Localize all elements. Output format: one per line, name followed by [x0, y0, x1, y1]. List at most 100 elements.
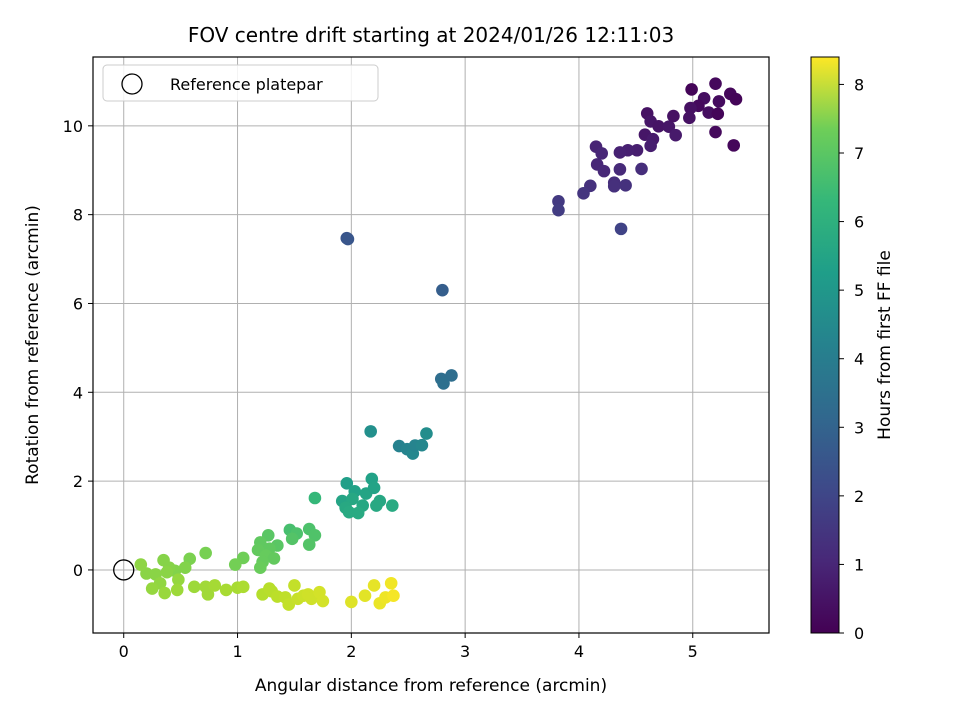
colorbar-tick-label: 3 [854, 418, 864, 437]
data-point [729, 92, 743, 106]
data-point [367, 481, 381, 495]
data-point [308, 491, 322, 505]
y-tick-label: 8 [73, 206, 83, 225]
data-point [282, 598, 296, 611]
data-point [420, 427, 433, 440]
data-point [613, 163, 627, 176]
data-point [367, 579, 381, 592]
colorbar-tick-label: 0 [854, 624, 864, 643]
data-point [342, 505, 356, 519]
data-point [267, 552, 281, 565]
data-point [597, 164, 611, 178]
x-axis-ticks: 0 1 2 3 4 5 [119, 633, 698, 661]
colorbar-tick-label: 8 [854, 75, 864, 94]
reference-platepar-marker [113, 559, 135, 581]
data-point [288, 579, 301, 592]
data-point [607, 179, 621, 193]
colorbar-label: Hours from first FF file [875, 250, 895, 440]
data-point [236, 580, 250, 594]
data-point [683, 111, 696, 125]
chart-title: FOV centre drift starting at 2024/01/26 … [188, 23, 674, 47]
data-point [595, 147, 609, 160]
x-tick-label: 0 [119, 642, 129, 661]
data-point [170, 583, 184, 597]
data-point [386, 499, 399, 512]
x-tick-label: 2 [346, 642, 356, 661]
data-point [340, 477, 354, 490]
data-point [145, 582, 159, 595]
colorbar-gradient [810, 56, 840, 634]
y-axis-ticks: 0 2 4 6 8 10 [63, 117, 93, 580]
x-tick-label: 1 [232, 642, 242, 661]
data-point [635, 162, 648, 176]
x-tick-label: 4 [574, 642, 584, 661]
data-point [199, 546, 212, 560]
data-point [285, 532, 299, 546]
data-point [667, 109, 680, 123]
colorbar-tick-label: 5 [854, 281, 864, 300]
legend-box [102, 64, 379, 102]
data-point [228, 558, 242, 571]
data-point [552, 195, 565, 208]
data-point [709, 77, 722, 90]
data-point [219, 583, 233, 597]
legend-label: Reference platepar [170, 75, 323, 94]
data-point [341, 232, 355, 246]
data-point [669, 128, 682, 142]
data-point [727, 139, 741, 152]
data-point [630, 143, 644, 157]
data-point [263, 582, 276, 595]
colorbar-tick-label: 1 [854, 555, 864, 574]
colorbar-tick-label: 2 [854, 487, 864, 506]
x-axis-label: Angular distance from reference (arcmin) [255, 676, 607, 696]
colorbar-ticks: 0 1 2 3 4 5 6 7 8 [839, 75, 864, 643]
grid [93, 57, 769, 633]
data-point [302, 538, 316, 551]
data-point [316, 594, 330, 608]
colorbar-tick-label: 6 [854, 213, 864, 232]
data-point [160, 565, 174, 579]
scatter-points [113, 77, 743, 611]
data-point [445, 369, 458, 382]
y-tick-label: 10 [63, 117, 83, 136]
x-tick-label: 3 [460, 642, 470, 661]
data-point [711, 107, 725, 121]
data-point [387, 589, 400, 602]
x-tick-label: 5 [688, 642, 698, 661]
legend: Reference platepar [102, 64, 379, 102]
data-point [370, 499, 383, 512]
data-point [384, 576, 398, 590]
data-point [351, 506, 365, 520]
data-point [712, 95, 726, 108]
data-point [577, 187, 590, 200]
data-point [187, 580, 201, 594]
y-tick-label: 0 [73, 561, 83, 580]
data-point [613, 146, 627, 159]
data-point [685, 83, 698, 96]
data-point [652, 119, 665, 133]
data-point [415, 438, 429, 452]
data-point [346, 492, 359, 506]
data-point [364, 425, 377, 438]
data-point [345, 595, 358, 609]
data-point [308, 528, 322, 542]
colorbar-tick-label: 7 [854, 144, 864, 163]
data-point [172, 573, 185, 587]
data-point [619, 179, 632, 192]
colorbar-tick-label: 4 [854, 350, 864, 369]
data-point [709, 125, 722, 139]
colorbar: 0 1 2 3 4 5 6 7 8 Hours from first FF file [810, 56, 895, 643]
data-point [614, 222, 628, 236]
data-point [644, 139, 657, 153]
data-point [208, 579, 222, 592]
legend-marker-open-circle [121, 73, 143, 95]
data-point [552, 203, 565, 217]
data-point [158, 586, 171, 600]
data-point [178, 561, 192, 575]
data-point [684, 101, 697, 115]
data-point [134, 558, 148, 571]
y-tick-label: 6 [73, 294, 83, 313]
data-point [358, 589, 372, 602]
y-axis-label: Rotation from reference (arcmin) [23, 205, 43, 485]
